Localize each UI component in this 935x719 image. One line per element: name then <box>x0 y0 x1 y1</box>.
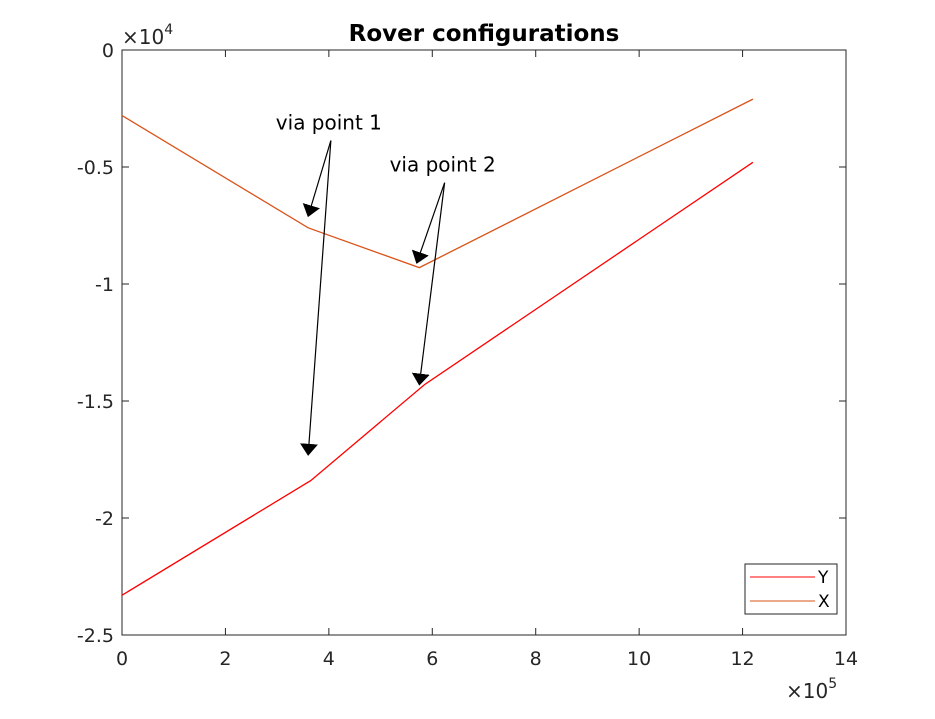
legend-box <box>744 563 838 615</box>
x-tick-label: 4 <box>323 648 335 670</box>
y-exponent-label: ×104 <box>122 22 173 49</box>
x-tick-labels: 0 2 4 6 8 10 12 14 <box>116 648 858 670</box>
y-tick-label: -2.5 <box>77 625 114 647</box>
x-tick-label: 10 <box>627 648 651 670</box>
y-tick-label: -2 <box>95 508 114 530</box>
x-tick-label: 14 <box>834 648 858 670</box>
y-tick-labels: 0 -0.5 -1 -1.5 -2 -2.5 <box>77 40 114 647</box>
x-exponent-label: ×105 <box>786 676 837 703</box>
y-exponent-power: 4 <box>164 22 173 38</box>
series-layer <box>121 98 754 596</box>
chart-title: Rover configurations <box>349 21 620 47</box>
y-tick-label: 0 <box>102 40 114 62</box>
x-tick-label: 6 <box>426 648 438 670</box>
annotations: via point 1 via point 2 <box>276 111 496 456</box>
y-tick-label: -0.5 <box>77 157 114 179</box>
legend-label-x: X <box>818 592 830 612</box>
annotation-label-2: via point 2 <box>390 153 496 177</box>
annotation-label-1: via point 1 <box>276 111 382 135</box>
x-exponent-power: 5 <box>828 676 837 692</box>
legend: Y X <box>744 563 838 615</box>
x-tick-label: 0 <box>116 648 128 670</box>
legend-label-y: Y <box>817 568 829 588</box>
series-line-x <box>121 98 754 269</box>
x-tick-label: 2 <box>219 648 231 670</box>
y-tick-label: -1.5 <box>77 391 114 413</box>
y-exponent-base: ×10 <box>122 25 164 49</box>
annotation-arrow-1-1 <box>302 140 332 218</box>
plot-area <box>121 49 847 636</box>
annotation-arrow-2-1 <box>411 182 446 264</box>
annotation-arrow-1-2 <box>299 140 332 456</box>
x-exponent-base: ×10 <box>786 679 828 703</box>
y-tick-label: -1 <box>95 274 114 296</box>
x-tick-label: 12 <box>730 648 754 670</box>
series-line-y <box>121 161 754 596</box>
annotation-arrow-2-2 <box>411 182 446 386</box>
x-tick-label: 8 <box>530 648 542 670</box>
tick-marks <box>121 49 847 636</box>
